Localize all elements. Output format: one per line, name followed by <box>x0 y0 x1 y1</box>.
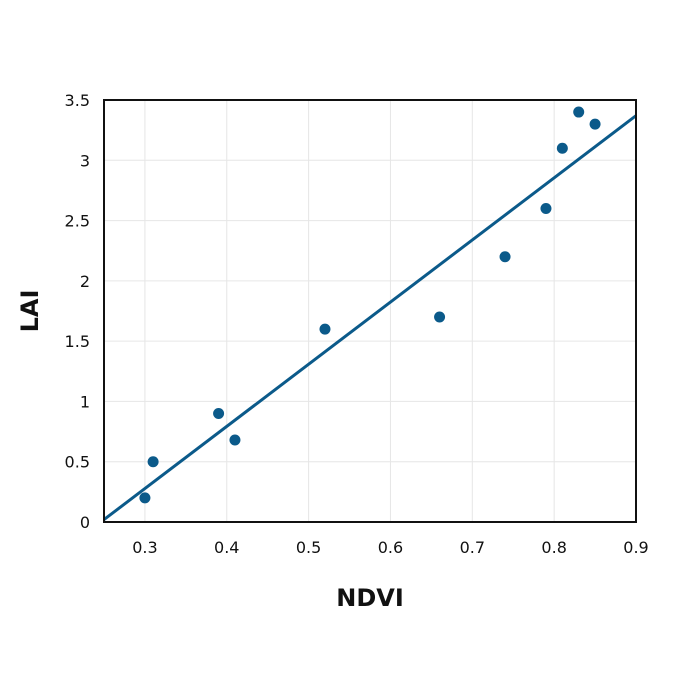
y-tick-label: 1.5 <box>65 332 90 351</box>
data-point <box>229 434 241 446</box>
x-axis-ticks: 0.3 0.4 0.5 0.6 0.7 0.8 0.9 <box>132 538 649 557</box>
data-point <box>319 323 331 335</box>
x-axis-title: NDVI <box>336 584 404 612</box>
data-point <box>139 492 151 504</box>
data-point <box>540 203 552 215</box>
data-point <box>147 456 159 468</box>
data-point <box>556 142 568 154</box>
x-tick-label: 0.3 <box>132 538 157 557</box>
y-tick-label: 2.5 <box>65 212 90 231</box>
plot-frame <box>103 99 637 523</box>
x-tick-label: 0.9 <box>623 538 648 557</box>
y-tick-label: 3 <box>80 151 90 170</box>
y-tick-label: 1 <box>80 392 90 411</box>
y-tick-label: 0.5 <box>65 453 90 472</box>
x-tick-label: 0.8 <box>541 538 566 557</box>
trendline-layer <box>103 114 637 521</box>
y-axis-ticks: 0 0.5 1 1.5 2 2.5 3 3.5 <box>65 91 90 532</box>
data-point <box>573 106 585 118</box>
y-tick-label: 0 <box>80 513 90 532</box>
grid <box>104 100 636 522</box>
x-tick-label: 0.7 <box>460 538 485 557</box>
y-axis-title: LAI <box>16 290 44 333</box>
points-layer <box>139 106 601 504</box>
data-point <box>213 407 225 419</box>
x-tick-label: 0.5 <box>296 538 321 557</box>
x-tick-label: 0.6 <box>378 538 403 557</box>
trend-line <box>103 114 637 521</box>
y-tick-label: 3.5 <box>65 91 90 110</box>
y-tick-label: 2 <box>80 272 90 291</box>
x-tick-label: 0.4 <box>214 538 239 557</box>
data-point <box>589 118 601 130</box>
data-point <box>499 251 511 263</box>
data-point <box>434 311 446 323</box>
